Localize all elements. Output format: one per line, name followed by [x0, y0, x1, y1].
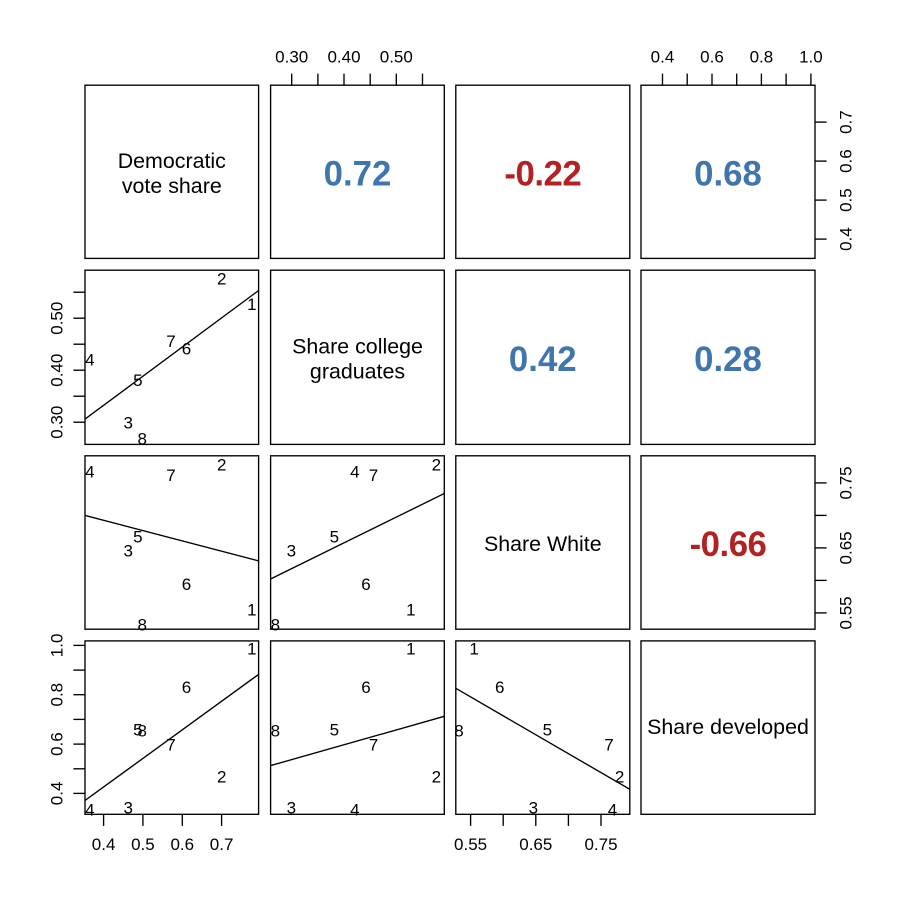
svg-text:4: 4	[85, 800, 94, 819]
svg-text:2: 2	[432, 455, 441, 474]
svg-text:1: 1	[247, 640, 256, 659]
svg-text:0.6: 0.6	[170, 835, 194, 854]
svg-text:0.75: 0.75	[837, 466, 856, 499]
svg-text:0.7: 0.7	[837, 110, 856, 134]
svg-text:0.42: 0.42	[509, 340, 577, 379]
svg-text:8: 8	[454, 722, 463, 741]
svg-text:0.50: 0.50	[47, 302, 66, 335]
svg-text:0.4: 0.4	[837, 227, 856, 251]
svg-text:0.55: 0.55	[454, 835, 487, 854]
svg-text:2: 2	[217, 455, 226, 474]
svg-text:0.6: 0.6	[837, 149, 856, 173]
svg-text:0.75: 0.75	[584, 835, 617, 854]
svg-text:6: 6	[361, 678, 370, 697]
svg-text:2: 2	[432, 768, 441, 787]
svg-text:1: 1	[406, 601, 415, 620]
svg-text:0.8: 0.8	[47, 683, 66, 707]
svg-text:-0.66: -0.66	[690, 525, 767, 564]
svg-text:7: 7	[369, 466, 378, 485]
svg-text:-0.22: -0.22	[504, 155, 581, 194]
svg-text:5: 5	[330, 720, 339, 739]
svg-text:0.30: 0.30	[47, 406, 66, 439]
svg-text:5: 5	[133, 720, 142, 739]
svg-text:4: 4	[350, 800, 359, 819]
svg-text:0.65: 0.65	[837, 531, 856, 564]
svg-text:Share White: Share White	[484, 532, 602, 556]
svg-text:2: 2	[217, 270, 226, 289]
svg-text:Democratic: Democratic	[118, 149, 226, 173]
svg-text:0.28: 0.28	[694, 340, 762, 379]
svg-text:8: 8	[137, 722, 146, 741]
svg-text:0.4: 0.4	[92, 835, 116, 854]
svg-text:8: 8	[271, 616, 280, 635]
svg-text:5: 5	[543, 720, 552, 739]
svg-text:4: 4	[608, 800, 617, 819]
svg-text:0.68: 0.68	[694, 155, 762, 194]
svg-text:0.5: 0.5	[131, 835, 155, 854]
svg-text:0.55: 0.55	[837, 596, 856, 629]
svg-text:0.40: 0.40	[327, 48, 360, 67]
svg-text:5: 5	[133, 528, 142, 547]
svg-text:0.5: 0.5	[837, 188, 856, 212]
svg-text:graduates: graduates	[310, 359, 405, 383]
svg-text:2: 2	[615, 768, 624, 787]
svg-text:6: 6	[182, 339, 191, 358]
svg-text:1.0: 1.0	[47, 634, 66, 658]
svg-text:3: 3	[123, 798, 132, 817]
svg-text:1: 1	[469, 640, 478, 659]
svg-text:4: 4	[350, 463, 359, 482]
svg-text:1: 1	[247, 601, 256, 620]
svg-text:7: 7	[166, 466, 175, 485]
svg-text:6: 6	[361, 575, 370, 594]
svg-text:4: 4	[85, 463, 94, 482]
svg-text:3: 3	[529, 798, 538, 817]
svg-text:Share developed: Share developed	[647, 715, 809, 739]
svg-text:0.4: 0.4	[651, 48, 675, 67]
svg-text:vote share: vote share	[122, 174, 222, 198]
svg-text:0.6: 0.6	[700, 48, 724, 67]
svg-text:Share college: Share college	[292, 334, 423, 358]
svg-text:2: 2	[217, 768, 226, 787]
svg-text:7: 7	[166, 735, 175, 754]
svg-text:0.50: 0.50	[380, 48, 413, 67]
svg-text:5: 5	[330, 528, 339, 547]
svg-text:1: 1	[406, 640, 415, 659]
svg-text:0.4: 0.4	[47, 782, 66, 806]
svg-text:8: 8	[137, 616, 146, 635]
svg-text:4: 4	[85, 351, 94, 370]
svg-text:0.30: 0.30	[275, 48, 308, 67]
svg-text:0.8: 0.8	[750, 48, 774, 67]
svg-text:0.72: 0.72	[324, 155, 392, 194]
svg-text:3: 3	[123, 414, 132, 433]
svg-text:0.7: 0.7	[210, 835, 234, 854]
svg-text:5: 5	[133, 371, 142, 390]
svg-text:0.40: 0.40	[47, 354, 66, 387]
svg-text:3: 3	[123, 542, 132, 561]
svg-text:1: 1	[247, 295, 256, 314]
svg-text:8: 8	[271, 722, 280, 741]
svg-text:7: 7	[369, 735, 378, 754]
svg-text:0.65: 0.65	[519, 835, 552, 854]
svg-text:0.6: 0.6	[47, 732, 66, 756]
svg-text:7: 7	[166, 332, 175, 351]
svg-text:3: 3	[287, 798, 296, 817]
svg-text:3: 3	[287, 542, 296, 561]
svg-text:8: 8	[137, 430, 146, 449]
svg-text:6: 6	[495, 678, 504, 697]
svg-text:6: 6	[182, 678, 191, 697]
svg-text:6: 6	[182, 575, 191, 594]
svg-text:7: 7	[604, 735, 613, 754]
svg-text:1.0: 1.0	[799, 48, 823, 67]
